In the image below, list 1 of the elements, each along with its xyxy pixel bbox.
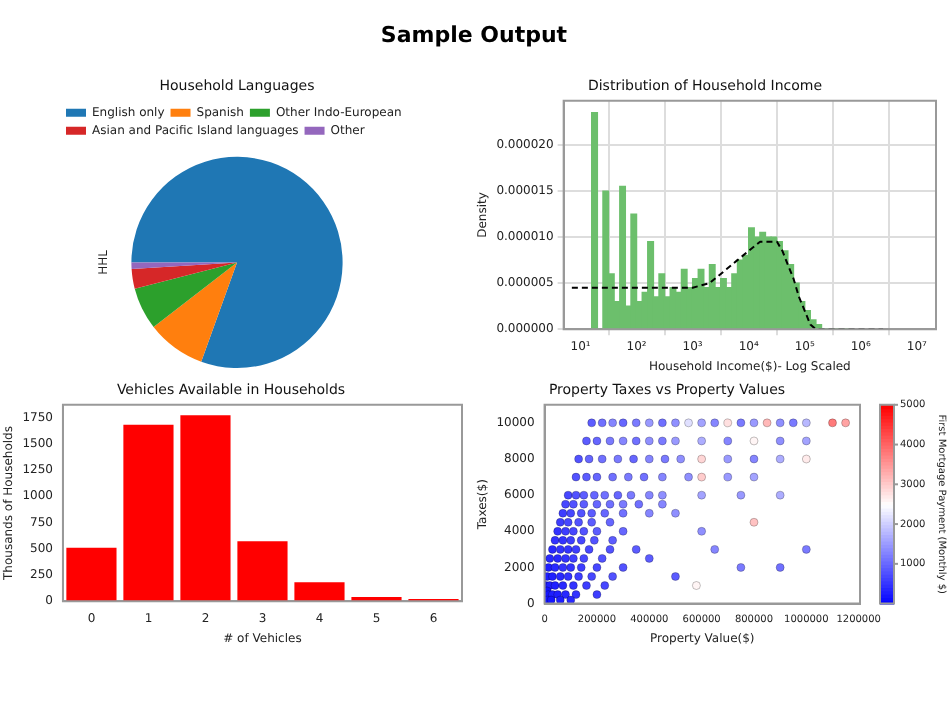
text: Sample Output — [380, 21, 568, 47]
